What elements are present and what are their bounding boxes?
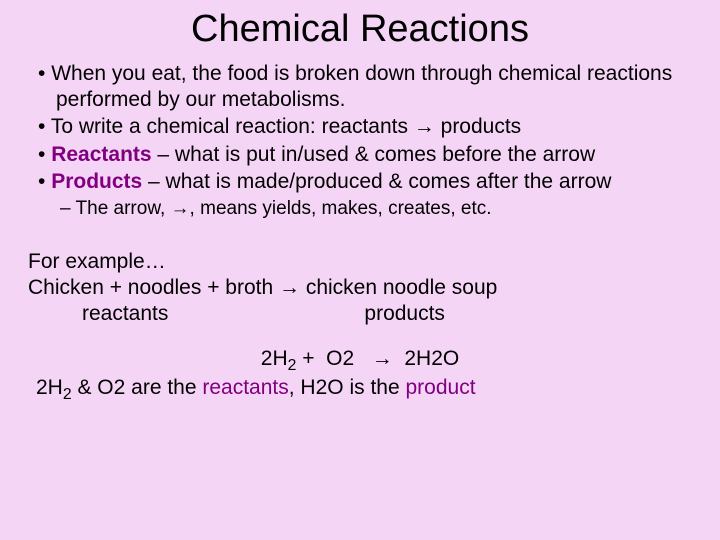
sentence-text: 2H2 & O2 are the <box>36 376 202 399</box>
bullet-text: – what is made/produced & comes after th… <box>148 170 611 193</box>
sentence-text: , H2O is the <box>289 376 406 399</box>
formula-sentence: 2H2 & O2 are the reactants, H2O is the p… <box>18 375 702 405</box>
bullet-item: Reactants – what is put in/used & comes … <box>18 142 702 168</box>
example-intro: For example… <box>18 249 702 275</box>
term-products: Products <box>51 170 148 193</box>
example-labels-row: reactants products <box>18 301 702 327</box>
sub-bullet-item: The arrow, →, means yields, makes, creat… <box>18 197 702 221</box>
bullet-item: Products – what is made/produced & comes… <box>18 169 702 195</box>
example-equation: Chicken + noodles + broth → chicken nood… <box>18 275 702 301</box>
bullet-item: When you eat, the food is broken down th… <box>18 61 702 112</box>
label-products: products <box>168 301 445 327</box>
formula-text: 2H2 + O2 → 2H2O <box>261 347 459 370</box>
spacer <box>18 328 702 346</box>
label-reactants: reactants <box>18 301 168 327</box>
spacer <box>18 223 702 249</box>
slide-title: Chemical Reactions <box>18 8 702 51</box>
bullet-list: When you eat, the food is broken down th… <box>18 61 702 221</box>
sentence-product: product <box>405 376 475 399</box>
slide-container: Chemical Reactions When you eat, the foo… <box>0 0 720 540</box>
bullet-text: – what is put in/used & comes before the… <box>157 143 595 166</box>
sentence-reactants: reactants <box>202 376 288 399</box>
bullet-item: To write a chemical reaction: reactants … <box>18 114 702 140</box>
formula-line: 2H2 + O2 → 2H2O <box>18 346 702 376</box>
term-reactants: Reactants <box>51 143 157 166</box>
